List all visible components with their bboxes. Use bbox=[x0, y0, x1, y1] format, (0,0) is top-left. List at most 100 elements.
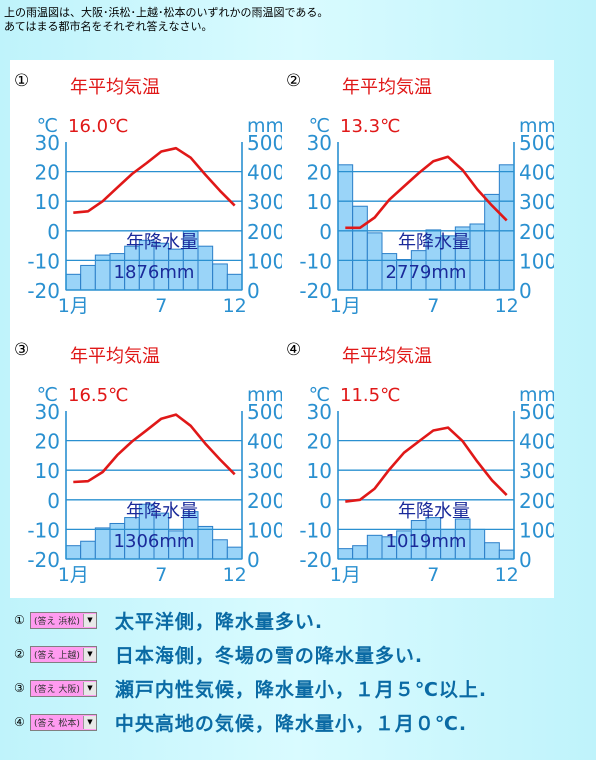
chart-svg: ② 年平均気温3020100-10-20℃5004003002001000mm1月… bbox=[286, 71, 554, 317]
answer-select-value: (答え 上越) bbox=[34, 650, 80, 661]
instruction-line-1: 上の雨温図は、大阪･浜松･上越･松本のいずれかの雨温図である。 bbox=[4, 6, 329, 19]
left-tick-label: 0 bbox=[319, 489, 332, 513]
instructions: 上の雨温図は、大阪･浜松･上越･松本のいずれかの雨温図である。 あてはまる都市名… bbox=[4, 6, 328, 34]
left-tick-label: -20 bbox=[299, 548, 332, 572]
x-tick-label: 1月 bbox=[330, 564, 361, 586]
annual-precipitation: 2779mm bbox=[386, 262, 467, 283]
chart-title: 年平均気温 bbox=[70, 346, 160, 367]
left-tick-label: 20 bbox=[307, 161, 332, 185]
chart-title: 年平均気温 bbox=[342, 346, 432, 367]
chart-number: ① bbox=[14, 71, 29, 91]
x-tick-label: 1月 bbox=[58, 564, 89, 586]
x-tick-label: 12 bbox=[223, 295, 247, 317]
right-tick-label: 400 bbox=[247, 161, 282, 185]
precip-bar bbox=[212, 539, 228, 560]
right-tick-label: 0 bbox=[519, 548, 532, 572]
left-axis-unit: ℃ bbox=[37, 384, 58, 406]
right-axis-unit: mm bbox=[247, 115, 282, 137]
answer-select-3[interactable]: (答え 大阪) ▼ bbox=[30, 679, 97, 697]
answer-select-2[interactable]: (答え 上越) ▼ bbox=[30, 645, 97, 663]
right-tick-label: 500 bbox=[247, 400, 282, 424]
left-tick-label: -10 bbox=[27, 249, 60, 273]
precip-bar bbox=[484, 542, 500, 560]
right-tick-label: 200 bbox=[519, 220, 554, 244]
answer-select-1[interactable]: (答え 浜松) ▼ bbox=[30, 611, 97, 629]
right-tick-label: 100 bbox=[247, 518, 282, 542]
x-tick-label: 7 bbox=[427, 564, 439, 586]
right-tick-label: 100 bbox=[519, 518, 554, 542]
x-tick-label: 12 bbox=[495, 295, 519, 317]
chart-svg: ④ 年平均気温3020100-10-20℃5004003002001000mm1月… bbox=[286, 340, 554, 586]
temperature-line bbox=[73, 146, 236, 214]
temperature-line bbox=[345, 155, 508, 230]
x-tick-label: 7 bbox=[155, 564, 167, 586]
chart-number: ② bbox=[286, 71, 301, 91]
instruction-line-2: あてはまる都市名をそれぞれ答えなさい。 bbox=[4, 20, 213, 33]
precip-title: 年降水量 bbox=[126, 232, 198, 253]
right-tick-label: 400 bbox=[519, 430, 554, 454]
climate-chart-2: ② 年平均気温 30 20 10 0 -10 -20 ℃ 500 400 300 200 100 0 mm 1月… bbox=[282, 60, 554, 329]
chart-number: ③ bbox=[14, 340, 29, 360]
answer-explanation: 日本海側，冬場の雪の降水量多い. bbox=[114, 644, 424, 667]
right-tick-label: 500 bbox=[519, 400, 554, 424]
chevron-down-icon[interactable]: ▼ bbox=[82, 681, 96, 695]
right-tick-label: 200 bbox=[519, 489, 554, 513]
chart-title: 年平均気温 bbox=[70, 77, 160, 98]
precip-bar bbox=[80, 540, 96, 560]
right-axis-unit: mm bbox=[247, 384, 282, 406]
left-tick-label: -10 bbox=[27, 518, 60, 542]
annual-mean-temperature: 11.5℃ bbox=[340, 385, 400, 406]
answer-explanation: 瀬戸内性気候，降水量小，１月５℃以上. bbox=[114, 678, 488, 701]
chevron-down-icon[interactable]: ▼ bbox=[82, 715, 96, 729]
answer-number: ③ bbox=[14, 681, 25, 695]
left-tick-label: 0 bbox=[47, 489, 60, 513]
chevron-down-icon[interactable]: ▼ bbox=[82, 613, 96, 627]
right-tick-label: 400 bbox=[519, 161, 554, 185]
right-tick-label: 300 bbox=[519, 190, 554, 214]
answer-row-1: ① (答え 浜松) ▼ 太平洋側，降水量多い. bbox=[14, 606, 323, 634]
answer-row-2: ② (答え 上越) ▼ 日本海側，冬場の雪の降水量多い. bbox=[14, 640, 423, 668]
precip-title: 年降水量 bbox=[126, 501, 198, 522]
left-axis-unit: ℃ bbox=[309, 384, 330, 406]
left-tick-label: 10 bbox=[307, 459, 332, 483]
left-tick-label: -20 bbox=[299, 279, 332, 303]
precip-bar bbox=[469, 528, 486, 560]
x-tick-label: 12 bbox=[223, 564, 247, 586]
answer-select-4[interactable]: (答え 松本) ▼ bbox=[30, 713, 97, 731]
climate-chart-panel: ① 年平均気温 30 20 10 0 -10 -20 ℃ 500 400 300 200 100 0 mm 1月… bbox=[10, 60, 554, 598]
x-tick-label: 12 bbox=[495, 564, 519, 586]
x-tick-label: 7 bbox=[427, 295, 439, 317]
right-tick-label: 0 bbox=[247, 279, 260, 303]
left-tick-label: -10 bbox=[299, 249, 332, 273]
precip-bar bbox=[337, 548, 354, 560]
left-tick-label: -20 bbox=[27, 548, 60, 572]
precip-bar bbox=[197, 525, 214, 560]
right-tick-label: 200 bbox=[247, 220, 282, 244]
right-tick-label: 500 bbox=[247, 131, 282, 155]
precip-bar bbox=[469, 223, 486, 291]
annual-mean-temperature: 16.5℃ bbox=[68, 385, 128, 406]
left-tick-label: 30 bbox=[307, 131, 332, 155]
right-tick-label: 300 bbox=[519, 459, 554, 483]
x-tick-label: 7 bbox=[155, 295, 167, 317]
annual-mean-temperature: 13.3℃ bbox=[340, 116, 400, 137]
precip-bar bbox=[197, 245, 214, 291]
precip-bar bbox=[226, 273, 243, 291]
left-tick-label: 20 bbox=[35, 161, 60, 185]
left-tick-label: 10 bbox=[35, 459, 60, 483]
right-tick-label: 0 bbox=[247, 548, 260, 572]
annual-precipitation: 1876mm bbox=[114, 262, 195, 283]
right-tick-label: 200 bbox=[247, 489, 282, 513]
right-tick-label: 300 bbox=[247, 190, 282, 214]
right-tick-label: 300 bbox=[247, 459, 282, 483]
precip-bar bbox=[352, 205, 368, 291]
answer-row-3: ③ (答え 大阪) ▼ 瀬戸内性気候，降水量小，１月５℃以上. bbox=[14, 674, 487, 702]
left-axis-unit: ℃ bbox=[37, 115, 58, 137]
chart-title: 年平均気温 bbox=[342, 77, 432, 98]
chevron-down-icon[interactable]: ▼ bbox=[82, 647, 96, 661]
left-tick-label: 0 bbox=[47, 220, 60, 244]
x-tick-label: 1月 bbox=[330, 295, 361, 317]
right-tick-label: 400 bbox=[247, 430, 282, 454]
answer-select-value: (答え 大阪) bbox=[34, 684, 80, 695]
answer-select-value: (答え 松本) bbox=[34, 718, 80, 729]
